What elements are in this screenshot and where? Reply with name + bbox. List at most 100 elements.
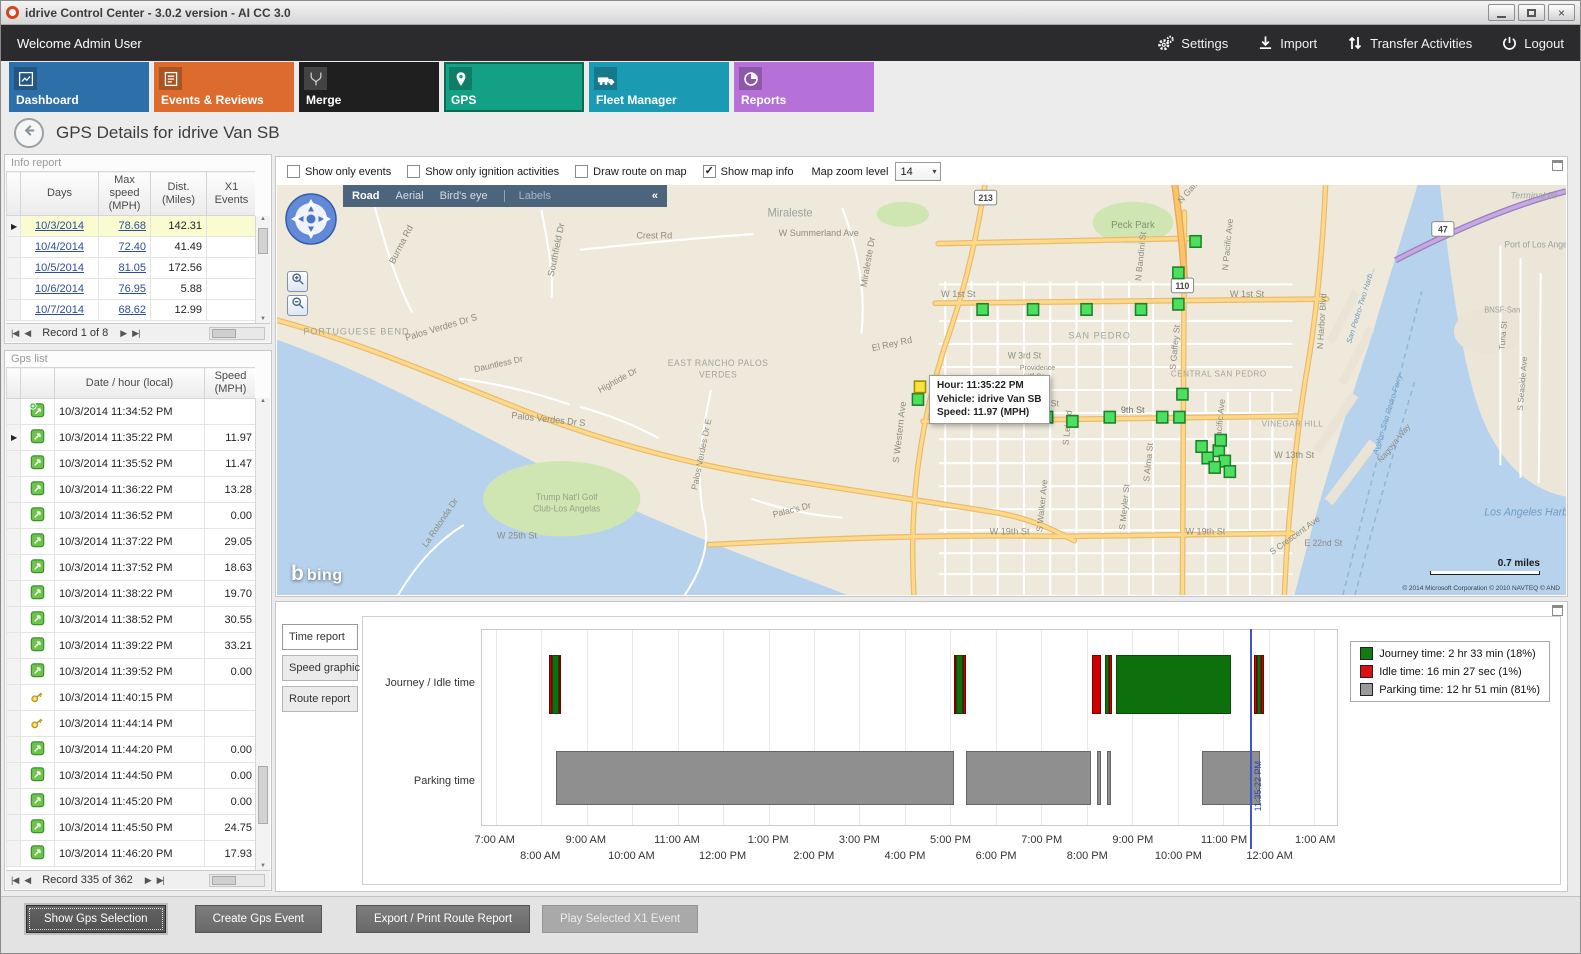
pager-scrollbar[interactable] [209, 326, 265, 340]
show-gps-selection-button[interactable]: Show Gps Selection [26, 905, 166, 933]
checkbox-show-only-ignition-activities[interactable]: Show only ignition activities [407, 165, 559, 178]
pager-first-button[interactable]: |◀ [11, 327, 19, 338]
chart-tab-time-report[interactable]: Time report [282, 624, 358, 650]
gps-list-row[interactable]: 10/3/2014 11:36:22 PM 13.28 [6, 476, 255, 503]
nav-tab-gps[interactable]: GPS [444, 62, 584, 112]
export-print-route-report-button[interactable]: Export / Print Route Report [355, 905, 531, 933]
gps-marker[interactable] [1201, 451, 1214, 465]
gps-marker[interactable] [911, 392, 925, 406]
gps-marker[interactable] [1066, 414, 1079, 428]
gps-list-row[interactable]: 10/3/2014 11:36:52 PM 0.00 [6, 502, 255, 529]
pager-scrollbar-thumb[interactable] [212, 328, 236, 338]
gps-marker[interactable] [1026, 302, 1040, 317]
gps-marker[interactable] [976, 302, 989, 317]
close-button[interactable]: × [1548, 4, 1575, 21]
column-header-date-hour-local[interactable]: Date / hour (local) [54, 367, 205, 399]
max-speed-link[interactable]: 72.40 [118, 241, 146, 253]
pager-next-button[interactable]: ▶ [144, 874, 152, 885]
map-area[interactable]: 213 110 47 Miraleste Peck Park W Summerland … [277, 185, 1566, 595]
map-zoom-out-button[interactable] [287, 295, 308, 316]
column-header-max-speed-mph[interactable]: Max speed (MPH) [98, 171, 151, 216]
gps-list-row[interactable]: 10/3/2014 11:39:22 PM 33.21 [6, 632, 255, 659]
minimize-button[interactable] [1488, 4, 1515, 21]
collapse-map-tabs-button[interactable]: « [651, 190, 658, 202]
info-vertical-scrollbar[interactable]: ▲ ▼ [255, 216, 270, 323]
create-gps-event-button[interactable]: Create Gps Event [194, 905, 322, 933]
pager-prev-button[interactable]: ◀ [24, 327, 31, 338]
gps-list-row[interactable]: 10/3/2014 11:44:50 PM 0.00 [6, 762, 255, 789]
gps-list-row[interactable]: 10/3/2014 11:35:52 PM 11.47 [6, 450, 255, 477]
gps-list-row[interactable]: 10/3/2014 11:40:15 PM [6, 684, 255, 711]
gps-marker[interactable] [1195, 439, 1208, 454]
map-view-tab-bird-s-eye[interactable]: Bird's eye [439, 190, 488, 202]
gps-list-row[interactable]: 10/3/2014 11:45:20 PM 0.00 [6, 788, 255, 815]
checkbox-show-map-info[interactable]: ✓ Show map info [702, 165, 793, 178]
gps-marker[interactable] [1176, 387, 1189, 401]
column-header-dist-miles[interactable]: Dist. (Miles) [150, 171, 207, 216]
max-speed-link[interactable]: 76.95 [118, 283, 146, 295]
gps-vertical-scrollbar[interactable]: ▲ ▼ [255, 398, 270, 870]
info-report-row[interactable]: 10/4/2014 72.40 41.49 [6, 236, 255, 258]
gps-marker[interactable] [1134, 302, 1148, 317]
gps-marker[interactable] [1173, 410, 1186, 424]
gps-list-row[interactable]: 10/3/2014 11:34:52 PM [6, 398, 255, 425]
checkbox-show-only-events[interactable]: Show only events [287, 165, 391, 178]
max-speed-link[interactable]: 78.68 [118, 220, 146, 232]
map-view-tab-road[interactable]: Road [352, 190, 380, 202]
gps-marker[interactable] [1080, 302, 1093, 317]
info-report-row[interactable]: ▶ 10/3/2014 78.68 142.31 [6, 215, 255, 237]
gps-list-row[interactable]: 10/3/2014 11:44:20 PM 0.00 [6, 736, 255, 763]
chart-tab-speed-graphic[interactable]: Speed graphic [282, 655, 360, 681]
checkbox-draw-route-on-map[interactable]: Draw route on map [575, 165, 687, 178]
pager-prev-button[interactable]: ◀ [24, 874, 31, 885]
pager-scrollbar[interactable] [209, 873, 265, 887]
nav-tab-fleet-manager[interactable]: Fleet Manager [589, 62, 729, 112]
header-action-import[interactable]: Import [1258, 35, 1317, 51]
map-compass-control[interactable] [284, 192, 338, 251]
gps-marker[interactable] [1155, 410, 1169, 424]
nav-tab-dashboard[interactable]: Dashboard [9, 62, 149, 112]
selected-gps-marker[interactable] [913, 380, 927, 394]
gps-list-row[interactable]: 10/3/2014 11:37:22 PM 29.05 [6, 528, 255, 555]
scrollbar-thumb[interactable] [258, 766, 268, 825]
info-report-row[interactable]: 10/5/2014 81.05 172.56 [6, 257, 255, 279]
info-report-row[interactable]: 10/7/2014 68.62 12.99 [6, 299, 255, 321]
header-action-transfer-activities[interactable]: Transfer Activities [1347, 35, 1472, 51]
header-action-settings[interactable]: Settings [1157, 35, 1228, 52]
gps-list-row[interactable]: 10/3/2014 11:39:52 PM 0.00 [6, 658, 255, 685]
gps-marker[interactable] [1172, 297, 1185, 311]
pager-last-button[interactable]: ▶| [132, 327, 140, 338]
gps-list-row[interactable]: 10/3/2014 11:37:52 PM 18.63 [6, 554, 255, 581]
gps-list-row[interactable]: 10/3/2014 11:45:50 PM 24.75 [6, 814, 255, 841]
gps-marker[interactable] [1208, 460, 1222, 474]
pager-scrollbar-thumb[interactable] [212, 875, 236, 885]
map-zoom-in-button[interactable] [287, 271, 308, 292]
column-header-x1-events[interactable]: X1 Events [206, 171, 255, 216]
day-link[interactable]: 10/3/2014 [35, 220, 84, 232]
column-header-days[interactable]: Days [20, 171, 99, 216]
day-link[interactable]: 10/4/2014 [35, 241, 84, 253]
gps-marker[interactable] [1223, 465, 1237, 479]
maximize-button[interactable] [1518, 4, 1545, 21]
map-view-tab-aerial[interactable]: Aerial [395, 190, 424, 202]
map-zoom-select[interactable]: 14 ▾ [895, 162, 942, 181]
nav-tab-reports[interactable]: Reports [734, 62, 874, 112]
gps-marker[interactable] [1189, 234, 1202, 249]
header-action-logout[interactable]: Logout [1502, 35, 1564, 51]
max-speed-link[interactable]: 81.05 [118, 262, 146, 274]
gps-list-row[interactable]: 10/3/2014 11:44:14 PM [6, 710, 255, 737]
day-link[interactable]: 10/6/2014 [35, 283, 84, 295]
max-speed-link[interactable]: 68.62 [118, 304, 146, 316]
gps-list-row[interactable]: 10/3/2014 11:38:52 PM 30.55 [6, 606, 255, 633]
scrollbar-thumb[interactable] [258, 228, 268, 254]
gps-list-row[interactable]: 10/3/2014 11:46:20 PM 17.93 [6, 840, 255, 867]
expand-chart-panel-icon[interactable] [1552, 605, 1563, 616]
nav-tab-events-reviews[interactable]: Events & Reviews [154, 62, 294, 112]
chart-tab-route-report[interactable]: Route report [282, 686, 358, 712]
pager-last-button[interactable]: ▶| [156, 874, 165, 885]
back-button[interactable] [14, 118, 44, 148]
nav-tab-merge[interactable]: Merge [299, 62, 439, 112]
gps-list-row[interactable]: ▶ 10/3/2014 11:35:22 PM 11.97 [6, 424, 255, 451]
map-view-tab-labels[interactable]: Labels [503, 190, 551, 202]
pager-next-button[interactable]: ▶ [120, 327, 127, 338]
